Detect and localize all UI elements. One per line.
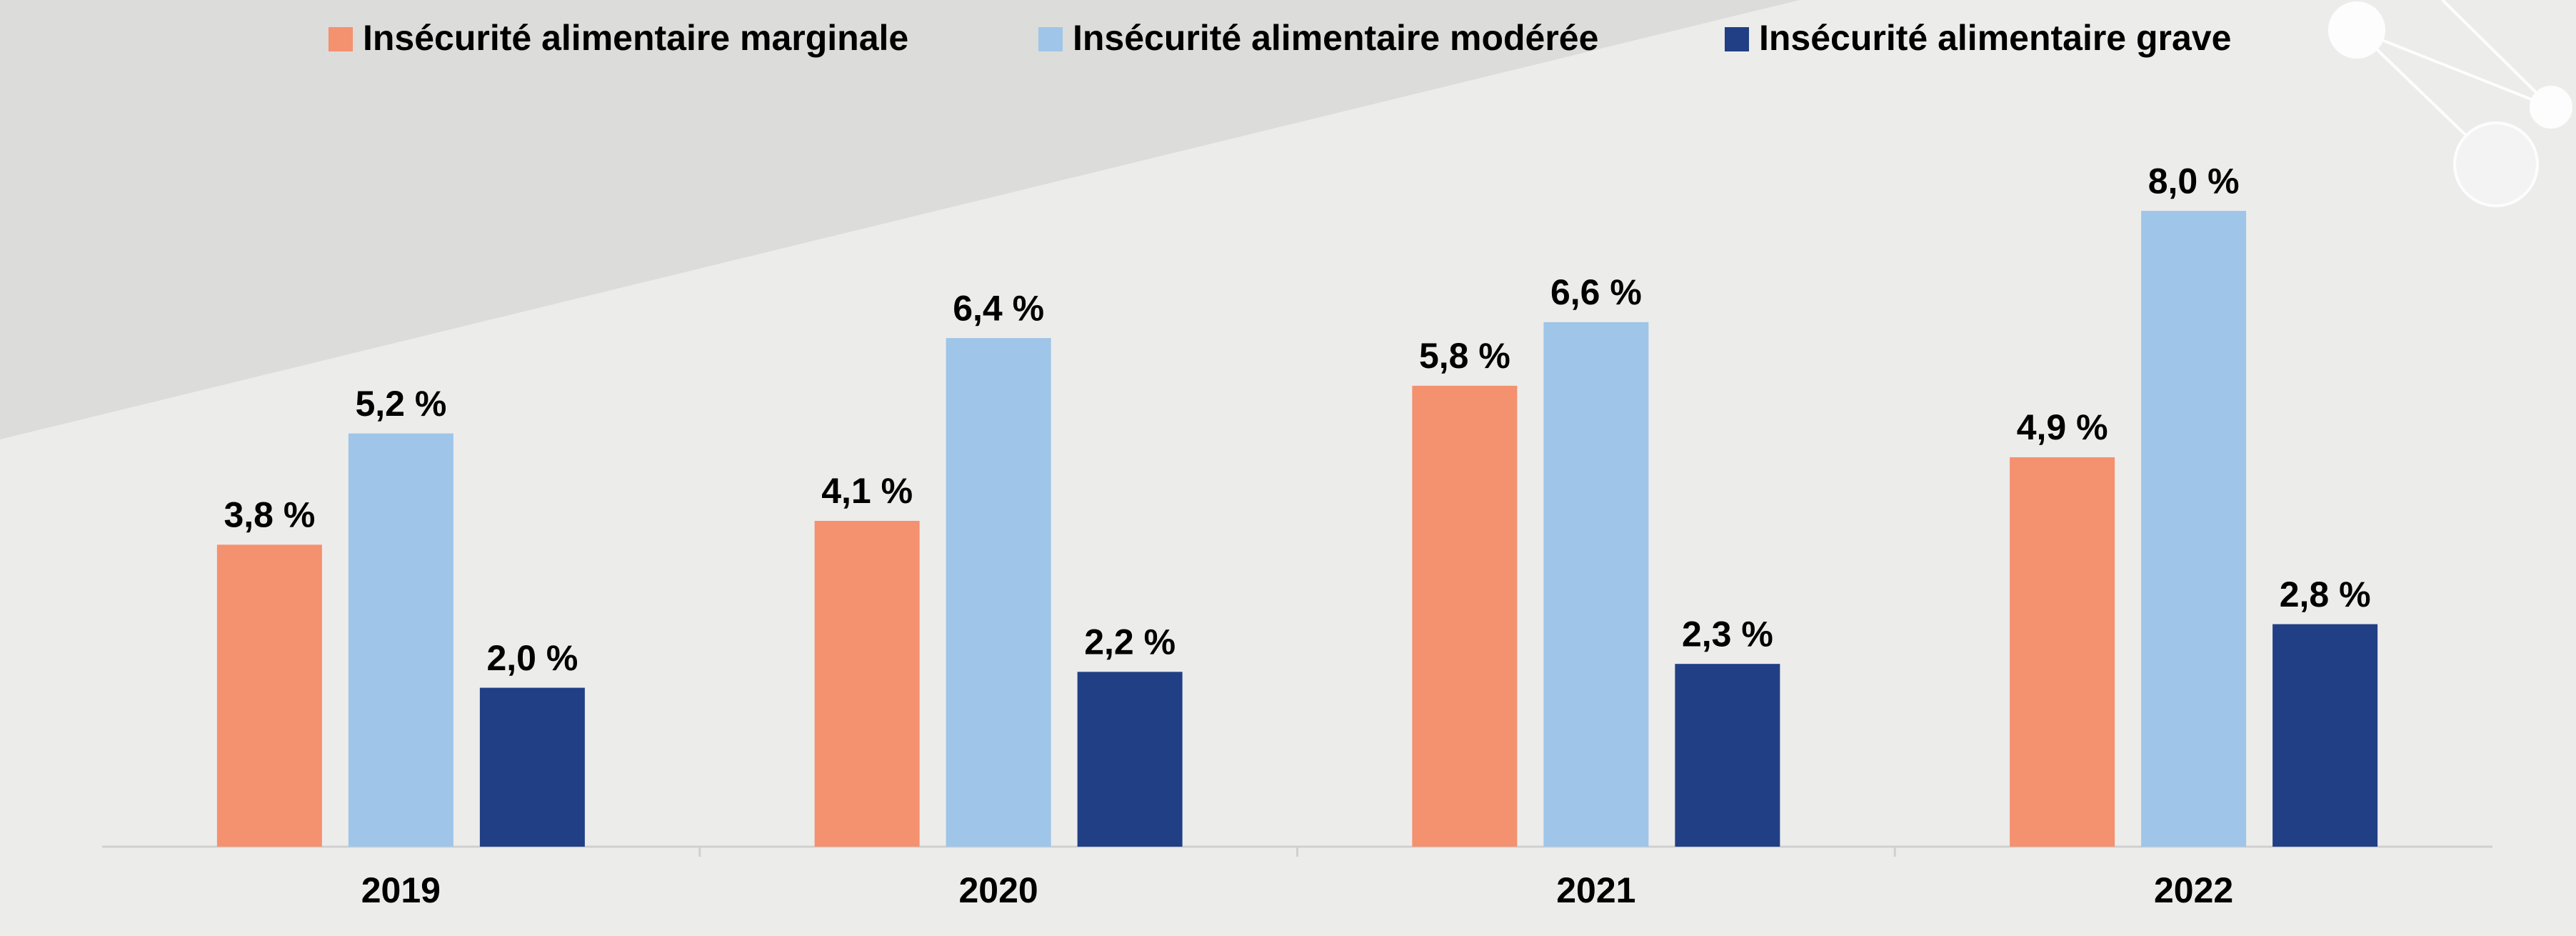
x-tick-label: 2020 [959, 870, 1038, 910]
legend-label: Insécurité alimentaire grave [1759, 18, 2231, 58]
legend-swatch [1725, 27, 1749, 51]
data-label: 8,0 % [2148, 161, 2240, 201]
legend-swatch [329, 27, 353, 51]
data-label: 2,3 % [1682, 614, 1773, 654]
x-tick-label: 2019 [361, 870, 441, 910]
legend-swatch [1038, 27, 1063, 51]
legend-label: Insécurité alimentaire marginale [363, 18, 908, 58]
bar [814, 520, 920, 847]
bar [1077, 672, 1183, 847]
data-label: 6,6 % [1550, 272, 1642, 312]
legend-label: Insécurité alimentaire modérée [1073, 18, 1598, 58]
bar [2141, 211, 2247, 847]
bar [479, 687, 585, 847]
decor-line [2356, 29, 2552, 109]
data-label: 3,8 % [224, 495, 315, 535]
bar [1412, 385, 1518, 847]
decor-circle [2530, 86, 2572, 129]
data-label: 4,1 % [821, 471, 913, 511]
data-label: 2,2 % [1084, 622, 1176, 662]
data-label: 2,8 % [2280, 574, 2371, 614]
data-label: 5,2 % [355, 384, 446, 424]
background-band [0, 0, 1800, 439]
bar [2272, 624, 2378, 847]
data-label: 5,8 % [1419, 336, 1510, 376]
decor-circle [2453, 121, 2539, 207]
bar [946, 338, 1051, 847]
x-tick-label: 2021 [1556, 870, 1635, 910]
bar [1543, 322, 1649, 847]
x-tick-label: 2022 [2154, 870, 2233, 910]
decor-circle [2328, 1, 2385, 59]
bar [348, 433, 453, 847]
bar [1675, 664, 1780, 847]
data-label: 6,4 % [953, 288, 1044, 328]
decor-line [2441, 0, 2552, 109]
decoration [2328, 0, 2572, 207]
bar [2010, 457, 2115, 847]
bar [216, 544, 322, 847]
data-label: 2,0 % [486, 638, 578, 678]
data-label: 4,9 % [2017, 407, 2108, 447]
